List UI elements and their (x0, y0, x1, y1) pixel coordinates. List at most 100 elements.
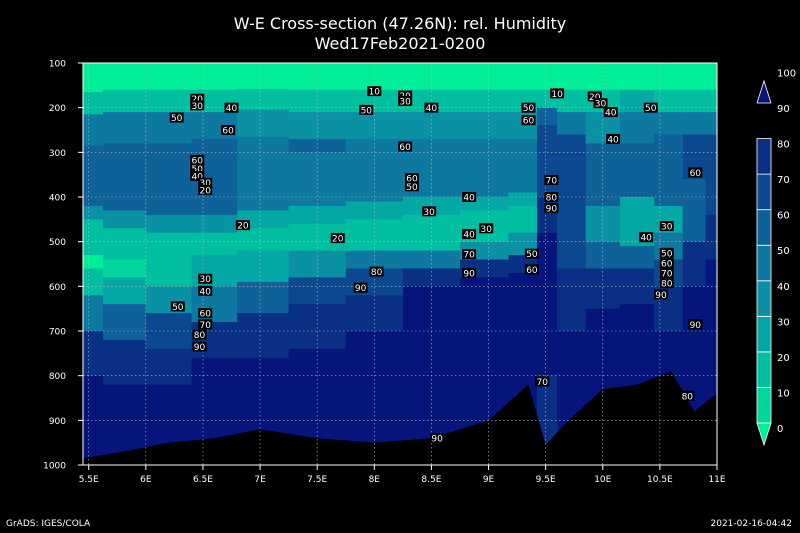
contour-label-bg (659, 258, 674, 269)
contour-label-bg (198, 308, 213, 319)
humidity-band (83, 295, 104, 332)
humidity-band (83, 219, 104, 256)
contour-label: 60 (690, 169, 702, 179)
colorbar-label: 20 (777, 353, 790, 364)
humidity-band (682, 112, 707, 135)
x-tick-label: 10.5E (647, 475, 673, 485)
contour-label: 50 (361, 106, 373, 116)
y-tick-label: 800 (49, 372, 66, 382)
contour-label: 10 (551, 90, 563, 100)
contour-label: 20 (332, 235, 344, 245)
humidity-band (654, 134, 684, 207)
contour-label: 90 (655, 291, 667, 301)
humidity-band (145, 112, 193, 144)
humidity-band (619, 304, 655, 386)
contour-label: 80 (194, 331, 206, 341)
contour-label: 50 (645, 104, 657, 114)
contour-label-bg (404, 173, 419, 184)
humidity-band (402, 214, 461, 252)
humidity-band (102, 210, 147, 229)
humidity-band (102, 277, 147, 305)
contour-label: 60 (192, 156, 204, 166)
humidity-band (508, 205, 538, 234)
credits-text: GrADS: IGES/COLA (6, 519, 91, 529)
y-tick-label: 400 (49, 194, 66, 204)
humidity-band (102, 259, 147, 278)
humidity-band (237, 109, 290, 138)
colorbar-segment (756, 173, 772, 211)
colorbar-segment (756, 209, 772, 246)
humidity-band (237, 136, 290, 211)
contour-label: 90 (690, 321, 702, 331)
humidity-band (705, 112, 718, 135)
humidity-band (508, 192, 538, 207)
humidity-band (585, 308, 621, 390)
contour-label: 60 (661, 260, 673, 270)
contour-label-bg (221, 125, 236, 135)
contour-label: 10 (369, 88, 381, 98)
contour-label: 30 (192, 102, 204, 112)
x-tick-label: 6.5E (193, 475, 213, 485)
chart-title-block: W-E Cross-section (47.26N): rel. Humidit… (0, 14, 800, 54)
contour-label-bg (462, 267, 477, 278)
contour-label: 50 (406, 183, 418, 193)
humidity-band (288, 112, 347, 140)
terrain-shape (83, 371, 717, 465)
contour-label: 40 (605, 109, 617, 119)
humidity-band (508, 63, 538, 91)
humidity-band (83, 375, 104, 459)
x-tick-label: 7E (254, 475, 266, 485)
humidity-band (288, 348, 347, 439)
colorbar-segment (756, 315, 772, 353)
contour-label-bg (593, 98, 608, 109)
contour-label-bg (190, 163, 205, 174)
humidity-band (682, 286, 707, 412)
contour-label-bg (688, 167, 703, 178)
contour-label-bg (398, 141, 413, 152)
humidity-band (537, 375, 558, 444)
colorbar-segment (756, 244, 772, 282)
contour-label-bg (606, 133, 621, 144)
humidity-band (705, 214, 718, 261)
contour-label-bg (224, 102, 239, 113)
humidity-band (402, 197, 461, 216)
contour-label: 40 (463, 231, 475, 241)
humidity-band (288, 304, 347, 350)
contour-label: 70 (661, 269, 673, 279)
humidity-band (557, 89, 587, 113)
y-tick-label: 300 (49, 149, 66, 159)
colorbar-label: 90 (777, 104, 790, 115)
contour-label-bg (430, 433, 445, 444)
humidity-band (619, 143, 655, 198)
contour-label-bg (235, 220, 250, 231)
colorbar-segment (756, 138, 772, 175)
humidity-band (682, 179, 707, 243)
humidity-band (102, 228, 147, 261)
contour-label: 70 (463, 251, 475, 261)
humidity-band (654, 112, 684, 135)
humidity-band (345, 112, 404, 140)
humidity-band (459, 112, 510, 140)
contour-label: 70 (546, 177, 558, 187)
y-tick-label: 500 (49, 238, 66, 248)
humidity-band (237, 210, 290, 229)
humidity-band (557, 112, 587, 135)
contour-label-bg (544, 175, 559, 186)
contour-label-bg (367, 86, 382, 97)
humidity-band (145, 259, 193, 287)
contour-label: 80 (546, 194, 558, 204)
humidity-band (237, 88, 290, 111)
contour-label-bg (587, 91, 602, 102)
colorbar-label: 100 (777, 68, 796, 79)
humidity-band (557, 268, 587, 332)
humidity-band (345, 201, 404, 220)
humidity-band (83, 205, 104, 220)
timestamp-text: 2021-02-16-04:42 (710, 519, 793, 529)
contour-label-bg (659, 247, 674, 258)
humidity-band (83, 255, 104, 269)
contour-label: 20 (200, 186, 212, 196)
contour-label-bg (169, 112, 184, 123)
contour-label: 30 (661, 223, 673, 233)
humidity-band (83, 145, 104, 207)
